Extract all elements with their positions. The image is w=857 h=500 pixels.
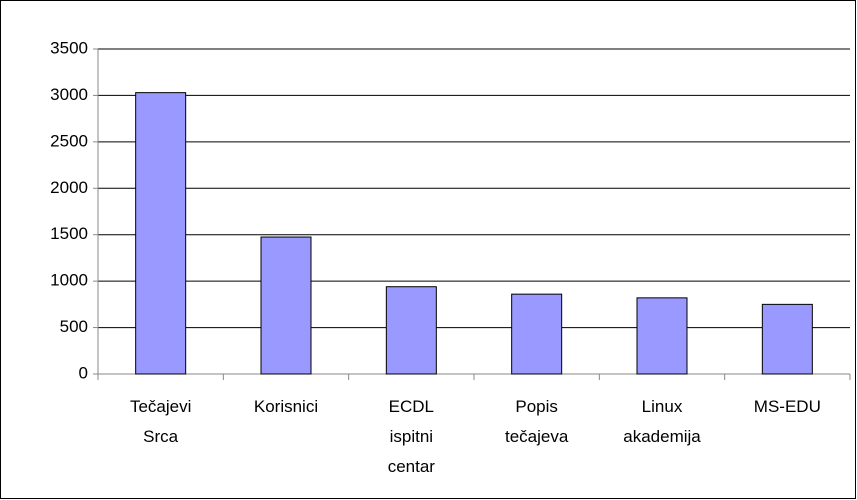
y-tick-label: 500: [60, 317, 88, 336]
y-tick-label: 2000: [50, 178, 88, 197]
y-tick-label: 1500: [50, 224, 88, 243]
y-tick-label: 3000: [50, 85, 88, 104]
x-tick-label: Popis tečajeva: [505, 397, 569, 446]
x-tick-label: ECDL ispitni centar: [388, 397, 436, 476]
y-tick-label: 2500: [50, 131, 88, 150]
bar: [636, 297, 688, 375]
x-tick-label: Korisnici: [254, 397, 318, 416]
bar: [135, 92, 187, 375]
y-tick-label: 3500: [50, 38, 88, 57]
x-tick-label: Linux akademija: [623, 397, 701, 446]
bar: [761, 303, 813, 375]
x-tick-label: MS-EDU: [754, 397, 821, 416]
bar: [260, 236, 312, 375]
bar: [385, 286, 437, 375]
bar: [511, 293, 563, 375]
y-tick-label: 1000: [50, 271, 88, 290]
x-tick-label: Tečajevi Srca: [130, 397, 191, 446]
y-tick-label: 0: [79, 363, 88, 382]
